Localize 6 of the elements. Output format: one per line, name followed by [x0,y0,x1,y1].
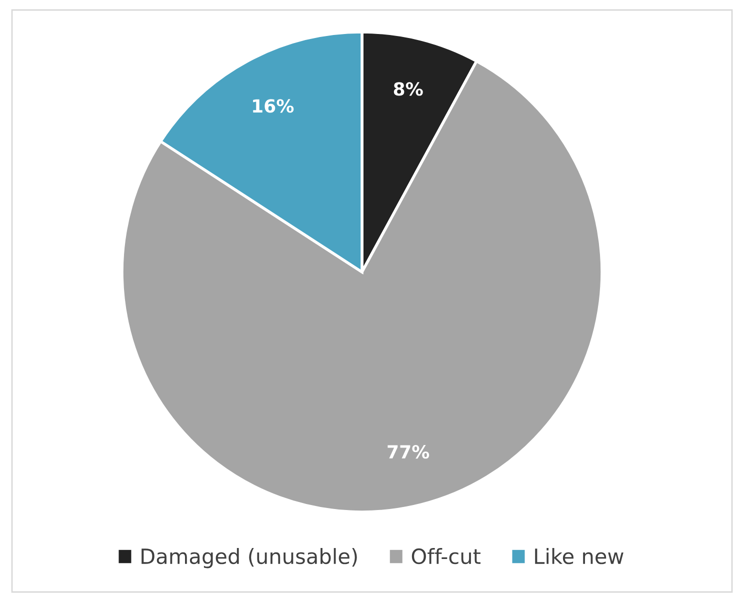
legend-label: Damaged (unusable) [142,548,357,568]
legend-label: Like new [535,548,624,564]
data-label: 77% [388,445,430,459]
legend-label: Off-cut [412,548,480,564]
data-label: 16% [253,99,294,113]
data-label: 8% [394,82,423,96]
